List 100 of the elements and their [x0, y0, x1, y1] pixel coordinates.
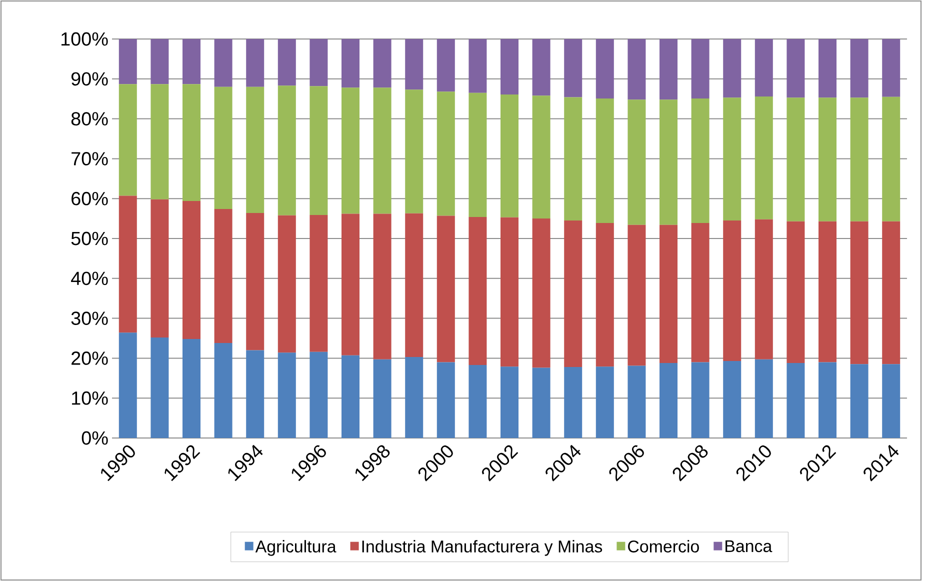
- bar: [628, 38, 646, 100]
- bar: [882, 38, 900, 97]
- bar: [373, 359, 392, 438]
- y-tick-label: 100%: [62, 32, 108, 46]
- bar: [754, 38, 773, 96]
- bar: [182, 339, 200, 438]
- bar: [468, 92, 487, 217]
- bar: [818, 98, 837, 222]
- y-tick-label: 0%: [82, 431, 108, 445]
- bar: [118, 38, 137, 84]
- bar: [278, 215, 296, 353]
- bar: [818, 362, 837, 438]
- bar: [850, 38, 868, 98]
- bar: [596, 98, 614, 223]
- bar: [150, 199, 169, 338]
- bar: [532, 38, 550, 96]
- bar: [850, 98, 868, 222]
- bar: [500, 94, 519, 218]
- bar: [436, 216, 455, 362]
- bar: [182, 200, 200, 340]
- bar: [500, 217, 519, 367]
- bar: [436, 362, 455, 438]
- bar: [564, 38, 582, 98]
- bar: [660, 38, 678, 100]
- bar: [882, 364, 900, 438]
- bar: [342, 38, 360, 88]
- bar: [214, 343, 232, 438]
- bar: [882, 221, 900, 364]
- bar: [660, 224, 678, 363]
- bar: [786, 38, 805, 98]
- bar: [468, 364, 487, 438]
- bar: [723, 220, 742, 361]
- bar: [596, 38, 614, 98]
- bar: [246, 350, 264, 438]
- bar: [818, 221, 837, 362]
- y-tick-label: 50%: [71, 232, 108, 246]
- legend-label: Industria Manufacturera y Minas: [362, 540, 602, 556]
- bar: [691, 98, 710, 223]
- bar: [405, 38, 424, 90]
- bar: [182, 84, 200, 201]
- bar: [786, 362, 805, 438]
- bar: [373, 88, 392, 214]
- bar: [628, 100, 646, 225]
- bar: [118, 196, 137, 333]
- bar: [818, 38, 837, 98]
- y-tick-label: 80%: [71, 112, 108, 126]
- bar: [532, 96, 550, 219]
- bar: [310, 38, 328, 86]
- y-tick-label: 90%: [71, 72, 108, 86]
- bar: [214, 38, 232, 87]
- bar: [150, 337, 169, 438]
- bar: [310, 214, 328, 352]
- bar: [278, 86, 296, 216]
- bar: [310, 352, 328, 438]
- bar: [500, 38, 519, 94]
- bar: [468, 38, 487, 93]
- bar: [405, 213, 424, 358]
- bar: [500, 366, 519, 438]
- bar: [850, 364, 868, 438]
- bar: [342, 88, 360, 214]
- bar: [691, 38, 710, 98]
- bar: [596, 222, 614, 367]
- bar: [278, 352, 296, 438]
- bar: [564, 366, 582, 438]
- y-tick-label: 70%: [72, 152, 108, 166]
- bar: [214, 208, 232, 344]
- bar: [150, 84, 169, 200]
- bar: [532, 218, 550, 368]
- bar: [118, 84, 137, 196]
- bar: [246, 38, 264, 87]
- bar: [628, 224, 646, 366]
- bar: [660, 100, 678, 225]
- bar: [436, 38, 455, 92]
- bar: [246, 212, 264, 350]
- bar: [310, 86, 328, 215]
- bar: [405, 90, 424, 214]
- bar: [564, 97, 582, 221]
- bar: [342, 214, 360, 356]
- legend-label: Banca: [726, 540, 772, 552]
- bar: [373, 214, 392, 360]
- bar: [278, 38, 296, 86]
- bar: [754, 219, 773, 360]
- legend-label: Agricultura: [255, 540, 336, 556]
- bar: [850, 221, 868, 364]
- bar: [786, 221, 805, 363]
- bar: [214, 86, 232, 209]
- bar: [150, 38, 169, 84]
- bar: [723, 38, 742, 98]
- legend-label: Comercio: [628, 540, 699, 552]
- y-tick-label: 40%: [71, 272, 108, 286]
- bar: [628, 366, 646, 438]
- bar: [691, 362, 710, 438]
- bar: [660, 362, 678, 438]
- y-tick-label: 20%: [72, 351, 108, 365]
- bar: [246, 86, 264, 213]
- bar: [882, 96, 900, 222]
- bar: [786, 98, 805, 222]
- bar: [754, 96, 773, 220]
- bar: [468, 216, 487, 365]
- bar: [436, 92, 455, 216]
